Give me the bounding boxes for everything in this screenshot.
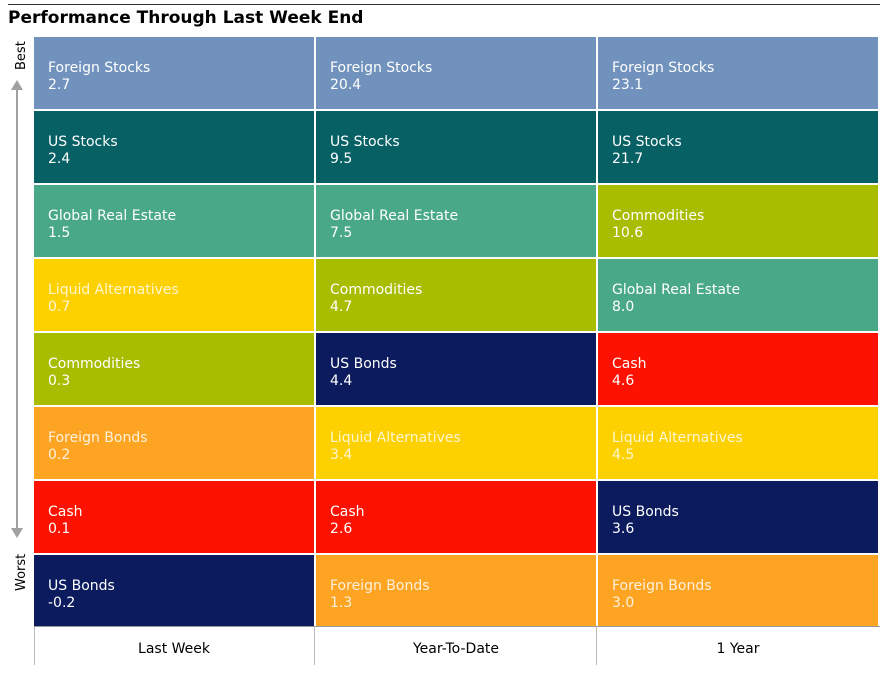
column-label-year-to-date: Year-To-Date xyxy=(412,641,500,657)
asset-name: Foreign Bonds xyxy=(330,578,430,594)
rank-cell: Commodities 10.6 xyxy=(598,185,878,257)
asset-name: Foreign Bonds xyxy=(48,430,148,446)
column-label-last-week: Last Week xyxy=(138,641,210,657)
rank-cell: Foreign Bonds 1.3 xyxy=(316,555,596,627)
asset-return: 4.4 xyxy=(330,373,353,389)
arrow-down-icon xyxy=(11,528,23,538)
rank-cell: Foreign Bonds 0.2 xyxy=(34,407,314,479)
rank-cell: Liquid Alternatives 4.5 xyxy=(598,407,878,479)
asset-return: 2.6 xyxy=(330,521,353,537)
asset-name: Foreign Bonds xyxy=(612,578,712,594)
asset-return: 4.5 xyxy=(612,447,635,463)
best-label: Best xyxy=(4,34,29,74)
rank-cell: Cash 2.6 xyxy=(316,481,596,553)
arrow-shaft xyxy=(16,88,18,534)
asset-return: 3.0 xyxy=(612,595,635,611)
asset-return: 1.5 xyxy=(48,225,71,241)
asset-return: 0.1 xyxy=(48,521,71,537)
rank-cell: Liquid Alternatives 3.4 xyxy=(316,407,596,479)
asset-return: 9.5 xyxy=(330,151,353,167)
asset-return: 3.6 xyxy=(612,521,635,537)
asset-return: 0.7 xyxy=(48,299,71,315)
asset-return: 10.6 xyxy=(612,225,644,241)
asset-name: US Stocks xyxy=(612,134,682,150)
asset-name: Global Real Estate xyxy=(330,208,459,224)
asset-return: 21.7 xyxy=(612,151,644,167)
asset-name: Global Real Estate xyxy=(612,282,741,298)
column-label-1-year: 1 Year xyxy=(716,641,760,657)
asset-name: Foreign Stocks xyxy=(48,60,151,76)
asset-return: 8.0 xyxy=(612,299,635,315)
asset-return: 3.4 xyxy=(330,447,353,463)
asset-name: Liquid Alternatives xyxy=(48,282,179,298)
rank-cell: US Stocks 21.7 xyxy=(598,111,878,183)
asset-return: 23.1 xyxy=(612,77,644,93)
rank-cell: Cash 0.1 xyxy=(34,481,314,553)
worst-label: Worst xyxy=(4,545,29,595)
asset-name: Foreign Stocks xyxy=(612,60,715,76)
asset-name: Commodities xyxy=(612,208,705,224)
rank-cell: US Bonds 4.4 xyxy=(316,333,596,405)
column-divider xyxy=(314,627,315,665)
asset-return: 4.6 xyxy=(612,373,635,389)
asset-name: US Bonds xyxy=(330,356,397,372)
asset-name: US Bonds xyxy=(612,504,679,520)
best-label-text: Best xyxy=(14,41,29,70)
chart-title: Performance Through Last Week End xyxy=(8,8,364,28)
rank-cell: Cash 4.6 xyxy=(598,333,878,405)
rank-cell: Foreign Stocks 23.1 xyxy=(598,37,878,109)
rank-cell: Foreign Stocks 20.4 xyxy=(316,37,596,109)
rank-cell: Global Real Estate 1.5 xyxy=(34,185,314,257)
rank-cell: Liquid Alternatives 0.7 xyxy=(34,259,314,331)
asset-return: 7.5 xyxy=(330,225,353,241)
title-rule xyxy=(8,4,880,5)
column-labels: Last Week Year-To-Date 1 Year xyxy=(34,626,880,665)
asset-name: US Bonds xyxy=(48,578,115,594)
rank-cell: Global Real Estate 7.5 xyxy=(316,185,596,257)
asset-name: US Stocks xyxy=(48,134,118,150)
asset-name: Commodities xyxy=(330,282,423,298)
asset-name: Cash xyxy=(330,504,365,520)
asset-name: Liquid Alternatives xyxy=(612,430,743,446)
performance-grid: Foreign Stocks 2.7 US Stocks 2.4 Global Real… xyxy=(34,37,880,627)
column-divider xyxy=(34,627,35,665)
asset-name: Cash xyxy=(48,504,83,520)
asset-name: Global Real Estate xyxy=(48,208,177,224)
asset-return: -0.2 xyxy=(48,595,76,611)
asset-name: Foreign Stocks xyxy=(330,60,433,76)
asset-name: Cash xyxy=(612,356,647,372)
asset-return: 2.4 xyxy=(48,151,71,167)
asset-return: 4.7 xyxy=(330,299,353,315)
rank-cell: US Bonds -0.2 xyxy=(34,555,314,627)
column-year-to-date: Foreign Stocks 20.4 US Stocks 9.5 Global Rea… xyxy=(316,37,596,627)
column-divider xyxy=(596,627,597,665)
asset-name: Commodities xyxy=(48,356,141,372)
rank-cell: Foreign Bonds 3.0 xyxy=(598,555,878,627)
asset-return: 2.7 xyxy=(48,77,71,93)
arrow-up-icon xyxy=(11,80,23,90)
asset-return: 1.3 xyxy=(330,595,353,611)
rank-cell: Foreign Stocks 2.7 xyxy=(34,37,314,109)
asset-return: 0.2 xyxy=(48,447,71,463)
rank-cell: US Stocks 9.5 xyxy=(316,111,596,183)
asset-return: 0.3 xyxy=(48,373,71,389)
worst-label-text: Worst xyxy=(14,553,29,591)
rank-cell: Commodities 4.7 xyxy=(316,259,596,331)
asset-name: Liquid Alternatives xyxy=(330,430,461,446)
rank-cell: US Stocks 2.4 xyxy=(34,111,314,183)
rank-cell: Global Real Estate 8.0 xyxy=(598,259,878,331)
column-1-year: Foreign Stocks 23.1 US Stocks 21.7 Commoditi… xyxy=(598,37,878,627)
column-last-week: Foreign Stocks 2.7 US Stocks 2.4 Global Real… xyxy=(34,37,314,627)
asset-return: 20.4 xyxy=(330,77,362,93)
asset-name: US Stocks xyxy=(330,134,400,150)
rank-cell: Commodities 0.3 xyxy=(34,333,314,405)
rank-cell: US Bonds 3.6 xyxy=(598,481,878,553)
